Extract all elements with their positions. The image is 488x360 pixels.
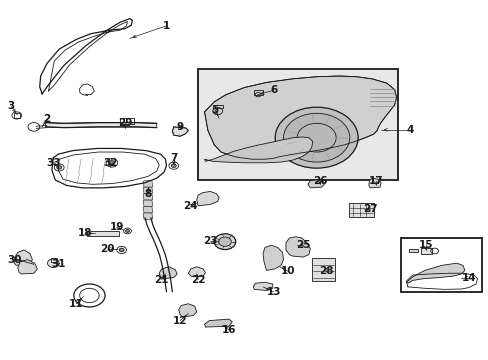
- Polygon shape: [143, 187, 153, 194]
- Circle shape: [214, 234, 235, 249]
- Bar: [408, 249, 417, 252]
- Text: 25: 25: [295, 240, 309, 250]
- Text: 9: 9: [176, 122, 183, 132]
- Polygon shape: [285, 237, 310, 257]
- Circle shape: [57, 166, 61, 169]
- Polygon shape: [307, 180, 325, 188]
- Circle shape: [109, 161, 115, 165]
- Bar: [400, 238, 482, 292]
- Text: 18: 18: [77, 228, 92, 238]
- Text: 24: 24: [183, 201, 198, 211]
- Text: 4: 4: [406, 125, 413, 135]
- Polygon shape: [196, 192, 219, 206]
- Polygon shape: [188, 267, 205, 277]
- Text: 30: 30: [7, 255, 21, 265]
- Text: 6: 6: [269, 85, 277, 95]
- Bar: [215, 105, 223, 108]
- Text: 31: 31: [51, 259, 65, 269]
- Bar: [87, 231, 119, 235]
- Polygon shape: [159, 267, 177, 279]
- Text: 32: 32: [103, 158, 118, 168]
- Text: 5: 5: [211, 105, 219, 115]
- Text: 2: 2: [43, 114, 51, 124]
- Text: 15: 15: [418, 240, 432, 250]
- Text: 23: 23: [203, 236, 217, 246]
- Polygon shape: [14, 250, 32, 265]
- Polygon shape: [172, 127, 188, 136]
- Bar: [51, 258, 57, 262]
- Text: 28: 28: [319, 266, 333, 276]
- Text: 20: 20: [100, 244, 114, 254]
- Text: 27: 27: [362, 204, 377, 215]
- Bar: [348, 203, 373, 217]
- Polygon shape: [406, 263, 464, 283]
- Text: 16: 16: [221, 325, 236, 335]
- Text: 29: 29: [118, 118, 132, 128]
- Text: 8: 8: [144, 189, 152, 199]
- Polygon shape: [204, 76, 396, 159]
- Polygon shape: [143, 200, 153, 207]
- Polygon shape: [143, 194, 153, 200]
- Circle shape: [125, 229, 129, 232]
- Polygon shape: [143, 213, 153, 220]
- Text: 12: 12: [173, 316, 187, 325]
- Circle shape: [171, 164, 176, 167]
- Polygon shape: [204, 137, 312, 163]
- Bar: [420, 248, 431, 253]
- Text: 22: 22: [190, 275, 205, 285]
- Circle shape: [119, 248, 124, 252]
- Text: 13: 13: [266, 287, 281, 297]
- Circle shape: [275, 107, 357, 168]
- Text: 14: 14: [461, 273, 475, 283]
- Text: 17: 17: [368, 176, 383, 186]
- Polygon shape: [253, 282, 272, 291]
- Text: 10: 10: [281, 266, 295, 276]
- Polygon shape: [368, 178, 380, 188]
- Polygon shape: [45, 123, 157, 128]
- Text: 26: 26: [312, 176, 326, 186]
- Circle shape: [283, 113, 349, 162]
- Text: 3: 3: [8, 102, 15, 112]
- Bar: [14, 113, 20, 118]
- Bar: [198, 69, 397, 180]
- Bar: [311, 258, 334, 281]
- Text: 7: 7: [170, 153, 177, 163]
- Text: 1: 1: [163, 21, 170, 31]
- Circle shape: [47, 259, 59, 267]
- Bar: [254, 90, 263, 95]
- Text: 33: 33: [46, 158, 61, 168]
- Polygon shape: [263, 245, 283, 270]
- Polygon shape: [178, 304, 196, 317]
- Circle shape: [218, 237, 231, 246]
- Polygon shape: [143, 207, 153, 213]
- Text: 21: 21: [154, 275, 168, 285]
- Text: 11: 11: [69, 299, 83, 309]
- Polygon shape: [143, 181, 153, 187]
- Text: 19: 19: [109, 222, 123, 232]
- Polygon shape: [204, 319, 232, 327]
- Polygon shape: [18, 260, 37, 274]
- Bar: [120, 118, 134, 125]
